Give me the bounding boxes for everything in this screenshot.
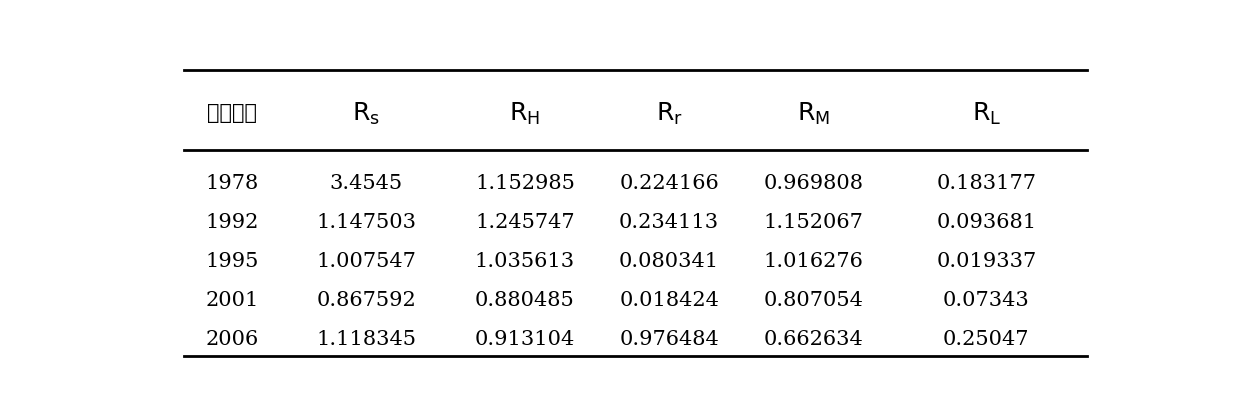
Text: 0.183177: 0.183177	[936, 174, 1037, 193]
Text: 0.07343: 0.07343	[942, 291, 1029, 310]
Text: 1.035613: 1.035613	[475, 252, 575, 271]
Text: 0.880485: 0.880485	[475, 291, 575, 310]
Text: 1.245747: 1.245747	[475, 213, 575, 232]
Text: 0.224166: 0.224166	[619, 174, 719, 193]
Text: 0.25047: 0.25047	[942, 330, 1029, 349]
Text: 1.152985: 1.152985	[475, 174, 575, 193]
Text: 1978: 1978	[206, 174, 258, 193]
Text: 1.007547: 1.007547	[316, 252, 417, 271]
Text: 0.969808: 0.969808	[764, 174, 863, 193]
Text: 0.019337: 0.019337	[936, 252, 1037, 271]
Text: 0.080341: 0.080341	[619, 252, 719, 271]
Text: 3.4545: 3.4545	[330, 174, 403, 193]
Text: 种植年份: 种植年份	[207, 104, 257, 123]
Text: 1.147503: 1.147503	[316, 213, 417, 232]
Text: 0.093681: 0.093681	[936, 213, 1037, 232]
Text: $\mathrm{R}_{\mathrm{L}}$: $\mathrm{R}_{\mathrm{L}}$	[972, 101, 1001, 127]
Text: 0.913104: 0.913104	[475, 330, 575, 349]
Text: 1.118345: 1.118345	[316, 330, 417, 349]
Text: 1.016276: 1.016276	[764, 252, 863, 271]
Text: 1995: 1995	[205, 252, 259, 271]
Text: $\mathrm{R}_{\mathrm{s}}$: $\mathrm{R}_{\mathrm{s}}$	[352, 101, 381, 127]
Text: 0.662634: 0.662634	[764, 330, 863, 349]
Text: 0.018424: 0.018424	[619, 291, 719, 310]
Text: 1.152067: 1.152067	[764, 213, 863, 232]
Text: 0.867592: 0.867592	[316, 291, 417, 310]
Text: $\mathrm{R}_{\mathrm{H}}$: $\mathrm{R}_{\mathrm{H}}$	[510, 101, 541, 127]
Text: 1992: 1992	[205, 213, 259, 232]
Text: 0.807054: 0.807054	[764, 291, 863, 310]
Text: 0.976484: 0.976484	[619, 330, 719, 349]
Text: 0.234113: 0.234113	[619, 213, 719, 232]
Text: $\mathrm{R}_{\mathrm{r}}$: $\mathrm{R}_{\mathrm{r}}$	[656, 101, 682, 127]
Text: 2001: 2001	[205, 291, 259, 310]
Text: 2006: 2006	[206, 330, 258, 349]
Text: $\mathrm{R}_{\mathrm{M}}$: $\mathrm{R}_{\mathrm{M}}$	[797, 101, 830, 127]
